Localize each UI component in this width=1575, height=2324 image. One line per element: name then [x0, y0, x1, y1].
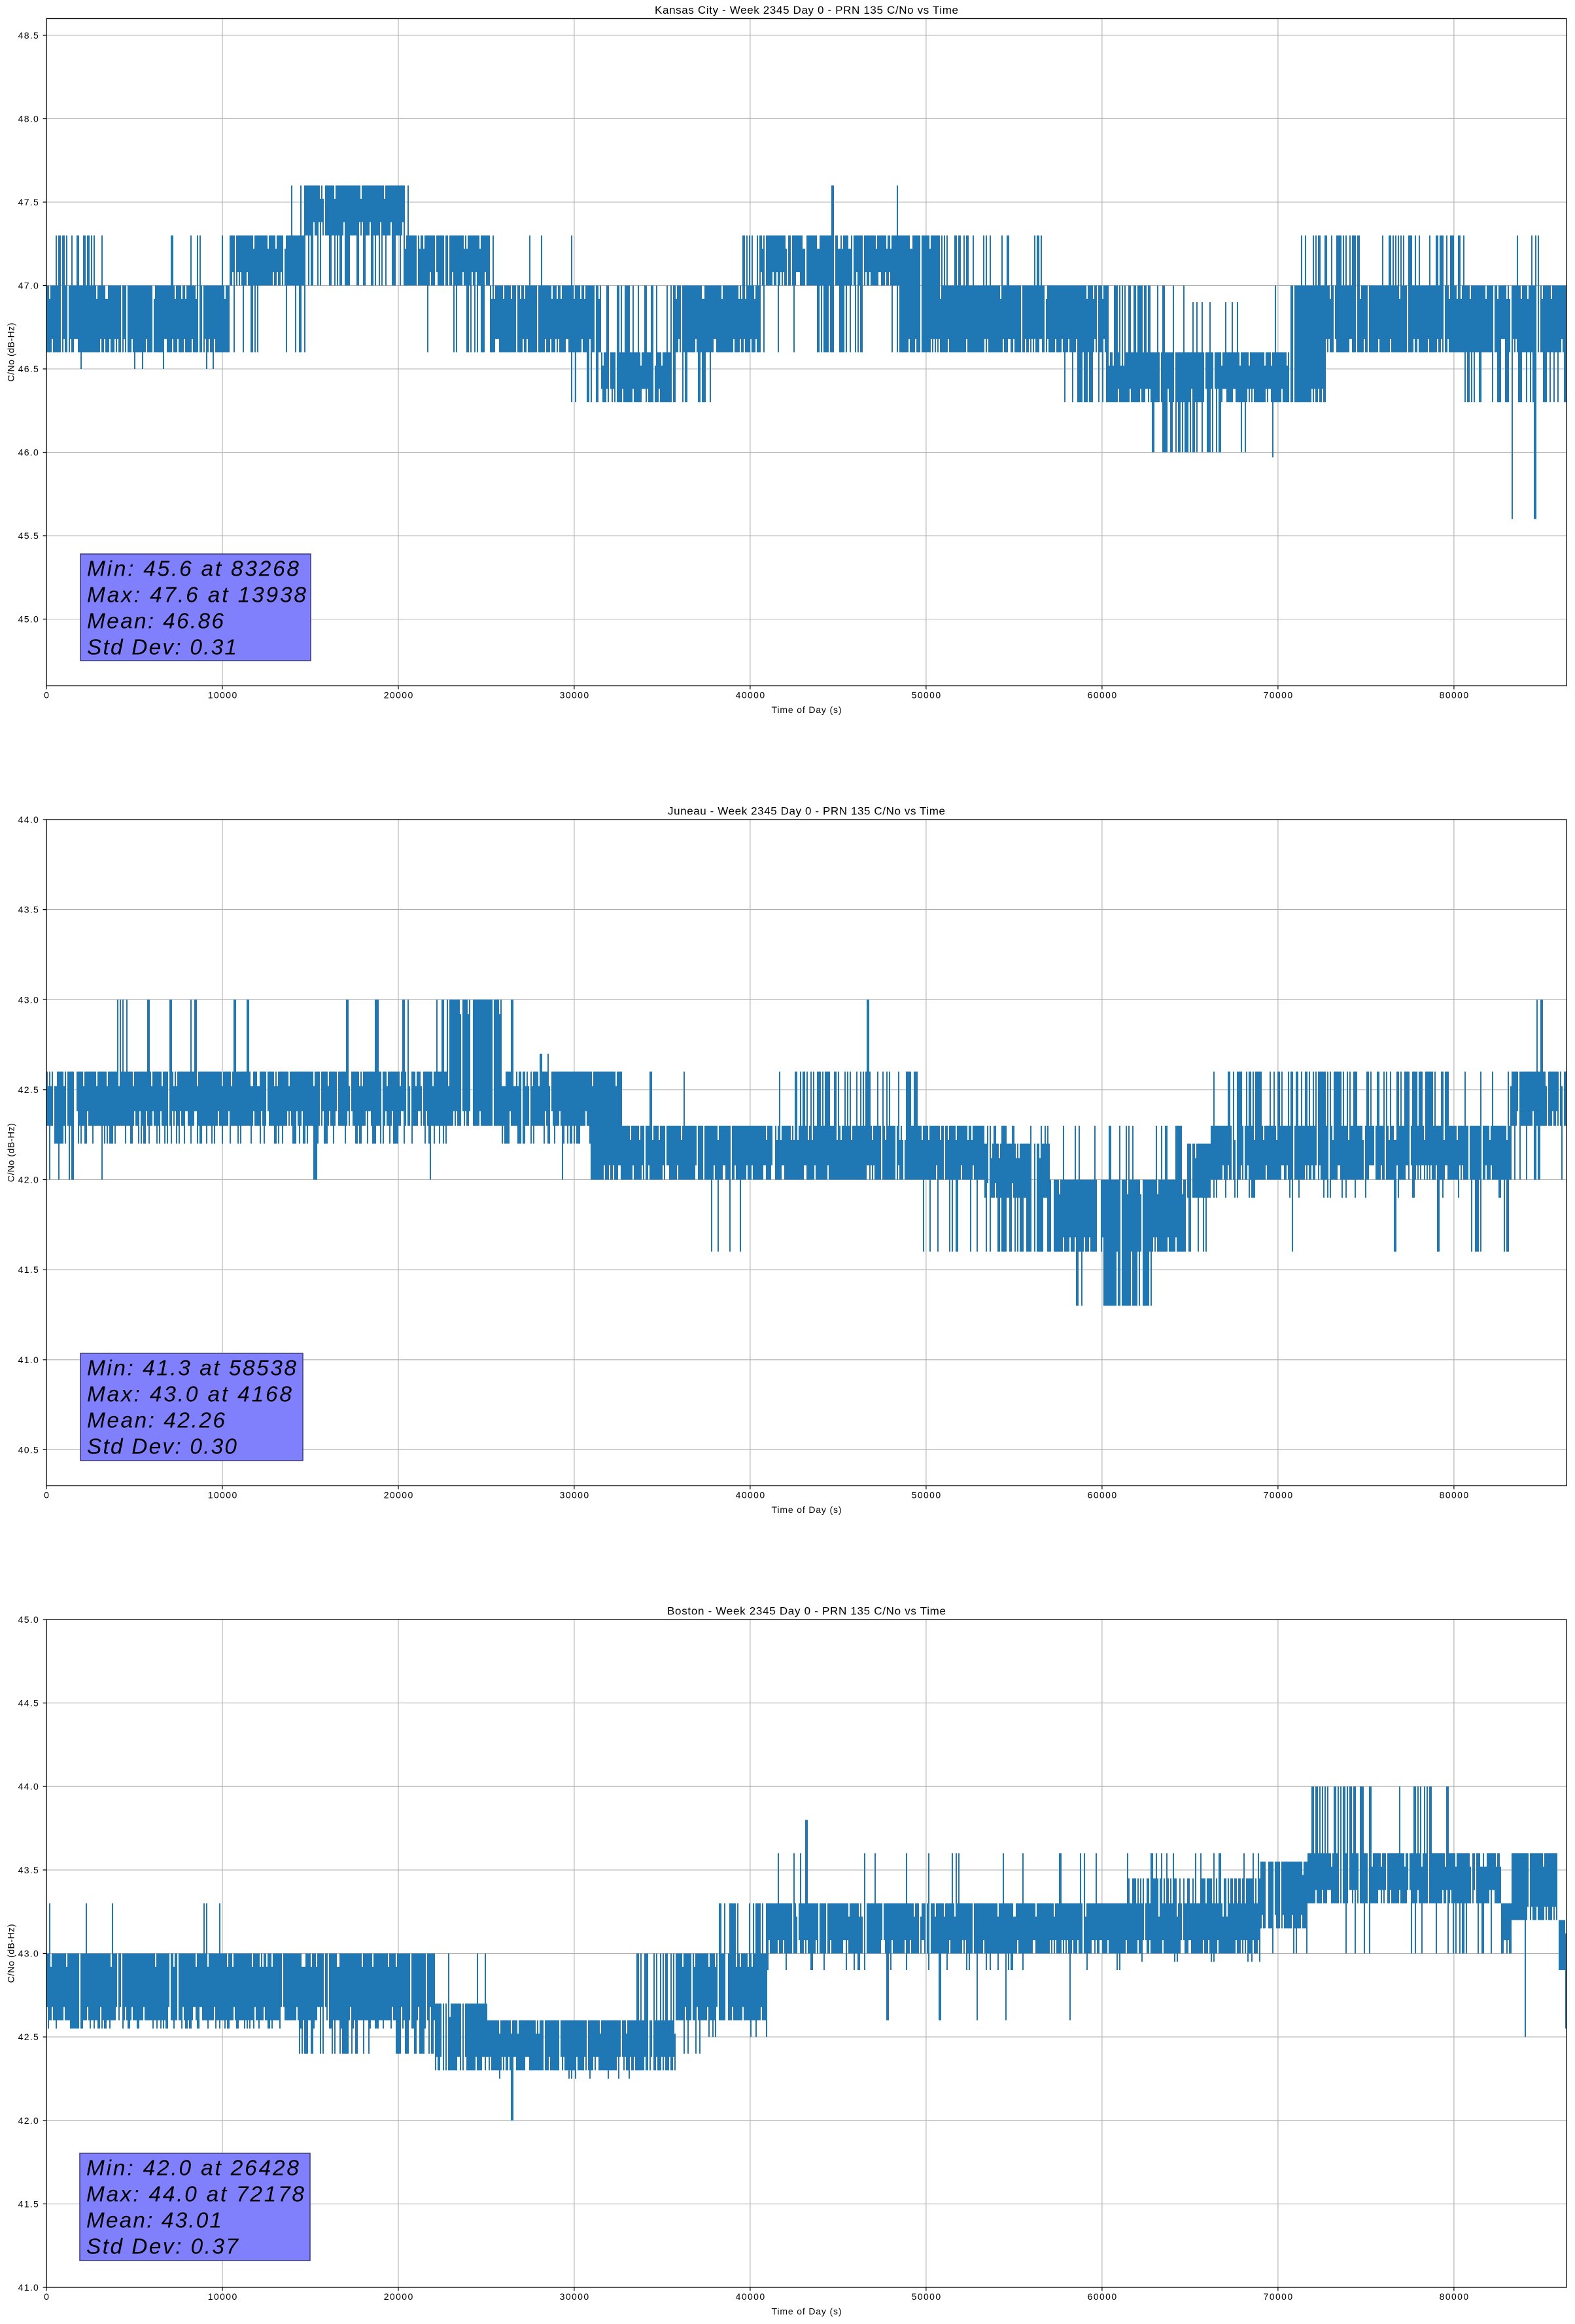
svg-text:0: 0 [44, 2291, 49, 2302]
svg-text:48.0: 48.0 [18, 114, 39, 124]
svg-text:42.0: 42.0 [18, 1175, 39, 1185]
svg-text:30000: 30000 [560, 2291, 589, 2302]
svg-text:46.0: 46.0 [18, 447, 39, 458]
svg-text:45.0: 45.0 [18, 1614, 39, 1625]
svg-text:44.5: 44.5 [18, 1698, 39, 1708]
svg-text:Mean: 46.86: Mean: 46.86 [87, 609, 224, 633]
svg-text:42.5: 42.5 [18, 1084, 39, 1095]
svg-text:50000: 50000 [912, 1489, 941, 1500]
svg-text:47.0: 47.0 [18, 281, 39, 291]
svg-text:Max: 44.0 at 72178: Max: 44.0 at 72178 [86, 2182, 304, 2206]
svg-text:Juneau - Week 2345 Day 0 - PRN: Juneau - Week 2345 Day 0 - PRN 135 C/No … [668, 805, 945, 818]
svg-text:20000: 20000 [384, 1489, 413, 1500]
svg-text:70000: 70000 [1264, 2291, 1293, 2302]
svg-text:44.0: 44.0 [18, 814, 39, 825]
svg-text:70000: 70000 [1264, 1489, 1293, 1500]
svg-text:0: 0 [44, 1489, 49, 1500]
svg-text:40000: 40000 [736, 1489, 765, 1500]
svg-text:Time of Day (s): Time of Day (s) [772, 704, 842, 715]
svg-text:10000: 10000 [208, 1489, 237, 1500]
svg-text:60000: 60000 [1088, 2291, 1117, 2302]
svg-text:50000: 50000 [912, 689, 941, 700]
svg-text:Mean: 42.26: Mean: 42.26 [87, 1408, 225, 1432]
svg-text:Min: 45.6 at 83268: Min: 45.6 at 83268 [87, 557, 299, 581]
svg-text:Boston - Week 2345 Day 0 - PRN: Boston - Week 2345 Day 0 - PRN 135 C/No … [667, 1605, 946, 1618]
svg-text:Max: 47.6 at 13938: Max: 47.6 at 13938 [87, 583, 306, 607]
svg-text:Min: 41.3 at 58538: Min: 41.3 at 58538 [87, 1356, 296, 1380]
svg-text:C/No (dB-Hz): C/No (dB-Hz) [6, 1123, 16, 1182]
svg-text:40.5: 40.5 [18, 1444, 39, 1455]
svg-text:80000: 80000 [1440, 2291, 1469, 2302]
svg-text:Mean: 43.01: Mean: 43.01 [86, 2208, 222, 2232]
svg-text:40000: 40000 [736, 689, 765, 700]
svg-text:0: 0 [44, 689, 49, 700]
svg-text:45.0: 45.0 [18, 614, 39, 625]
svg-text:41.5: 41.5 [18, 2198, 39, 2209]
svg-text:60000: 60000 [1088, 1489, 1117, 1500]
svg-text:47.5: 47.5 [18, 197, 39, 207]
svg-text:Std Dev: 0.30: Std Dev: 0.30 [87, 1434, 237, 1459]
svg-text:C/No (dB-Hz): C/No (dB-Hz) [6, 1924, 16, 1983]
svg-text:Std Dev: 0.31: Std Dev: 0.31 [87, 635, 237, 659]
svg-text:43.5: 43.5 [18, 905, 39, 915]
svg-text:20000: 20000 [384, 689, 413, 700]
svg-text:60000: 60000 [1088, 689, 1117, 700]
svg-text:10000: 10000 [208, 689, 237, 700]
svg-text:Time of Day (s): Time of Day (s) [772, 1504, 842, 1515]
svg-text:10000: 10000 [208, 2291, 237, 2302]
svg-text:42.0: 42.0 [18, 2115, 39, 2126]
svg-text:42.5: 42.5 [18, 2032, 39, 2042]
svg-text:50000: 50000 [912, 2291, 941, 2302]
svg-text:44.0: 44.0 [18, 1781, 39, 1792]
svg-text:Time of Day (s): Time of Day (s) [772, 2306, 842, 2317]
svg-text:80000: 80000 [1440, 1489, 1469, 1500]
svg-text:43.5: 43.5 [18, 1865, 39, 1875]
svg-text:45.5: 45.5 [18, 530, 39, 541]
svg-text:43.0: 43.0 [18, 994, 39, 1005]
svg-text:41.5: 41.5 [18, 1264, 39, 1275]
svg-text:Kansas City - Week 2345 Day 0: Kansas City - Week 2345 Day 0 - PRN 135 … [655, 4, 958, 16]
svg-text:30000: 30000 [560, 689, 589, 700]
svg-text:C/No (dB-Hz): C/No (dB-Hz) [6, 323, 16, 382]
svg-text:20000: 20000 [384, 2291, 413, 2302]
svg-text:41.0: 41.0 [18, 1355, 39, 1365]
svg-text:48.5: 48.5 [18, 30, 39, 41]
svg-text:30000: 30000 [560, 1489, 589, 1500]
svg-text:Min: 42.0 at 26428: Min: 42.0 at 26428 [86, 2156, 299, 2180]
svg-text:70000: 70000 [1264, 689, 1293, 700]
svg-text:Std Dev: 0.37: Std Dev: 0.37 [86, 2234, 239, 2259]
svg-text:43.0: 43.0 [18, 1949, 39, 1959]
svg-text:Max: 43.0 at 4168: Max: 43.0 at 4168 [87, 1382, 292, 1406]
svg-text:41.0: 41.0 [18, 2282, 39, 2293]
svg-text:40000: 40000 [736, 2291, 765, 2302]
svg-text:46.5: 46.5 [18, 364, 39, 374]
svg-text:80000: 80000 [1440, 689, 1469, 700]
